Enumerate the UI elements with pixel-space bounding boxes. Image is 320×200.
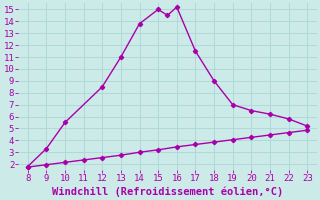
X-axis label: Windchill (Refroidissement éolien,°C): Windchill (Refroidissement éolien,°C) [52, 186, 283, 197]
